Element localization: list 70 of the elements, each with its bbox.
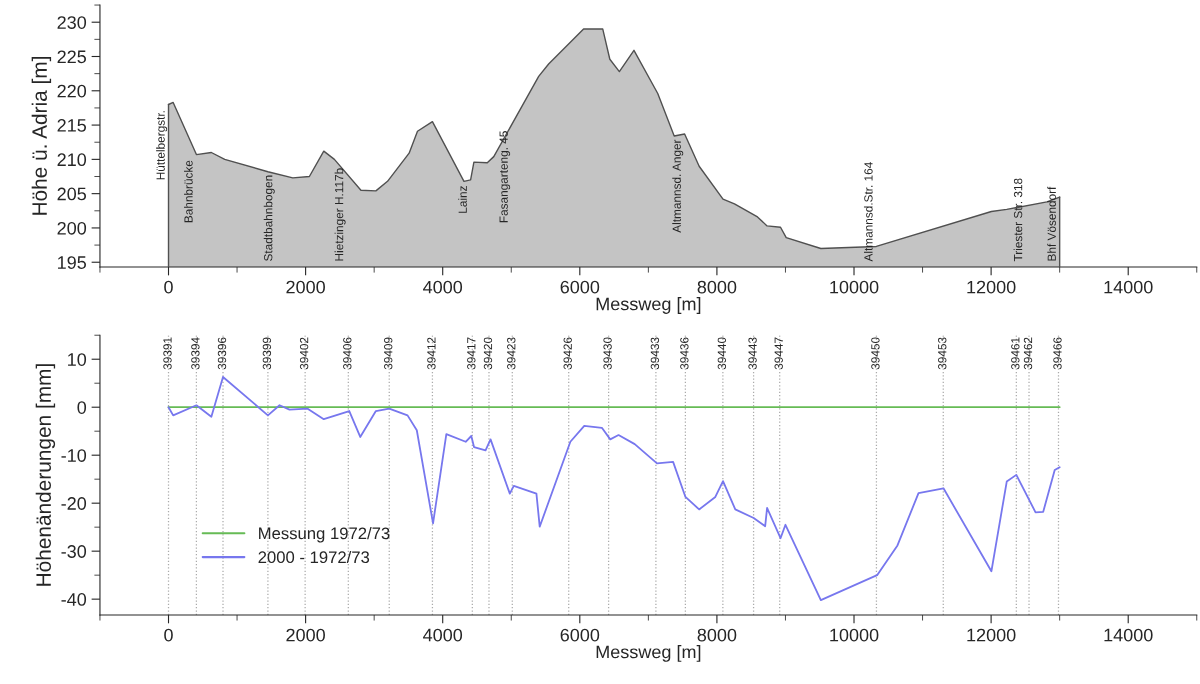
x-axis-title: Messweg [m] bbox=[596, 645, 701, 662]
x-tick-label: 10000 bbox=[830, 628, 879, 642]
x-tick-label: 6000 bbox=[560, 280, 600, 294]
annotation: 39430 bbox=[603, 337, 612, 370]
y-tick-label: 205 bbox=[57, 187, 87, 201]
y-tick-label: 195 bbox=[58, 256, 87, 269]
annotation: 39426 bbox=[563, 337, 572, 370]
annotation: 39402 bbox=[299, 337, 309, 370]
legend-label: 2000 - 1972/73 bbox=[258, 550, 370, 564]
annotation: Bahnbrücke bbox=[184, 160, 193, 223]
annotation: 39443 bbox=[748, 337, 757, 370]
y-tick-label: 215 bbox=[57, 119, 87, 132]
annotation: Altmannsd. Anger bbox=[672, 139, 684, 233]
x-tick-label: 12000 bbox=[967, 280, 1016, 294]
y-tick-label: -10 bbox=[61, 449, 87, 462]
annotation: 39453 bbox=[938, 337, 947, 370]
x-tick-label: 4000 bbox=[423, 280, 463, 294]
x-tick-label: 2000 bbox=[286, 628, 325, 642]
legend-label: Messung 1972/73 bbox=[259, 527, 390, 543]
annotation: 39409 bbox=[384, 337, 393, 370]
y-tick-label: -20 bbox=[61, 497, 87, 510]
annotation: 39462 bbox=[1023, 337, 1033, 370]
annotation: Hüttelbergstr. bbox=[156, 111, 168, 180]
y-tick-label: 210 bbox=[57, 153, 87, 167]
y-axis-title: Höhenänderungen [mm] bbox=[35, 364, 56, 586]
annotation: 39461 bbox=[1011, 337, 1020, 370]
annotation: 39450 bbox=[871, 337, 880, 370]
line-series bbox=[167, 376, 1061, 602]
annotation: 39440 bbox=[717, 337, 727, 370]
y-tick-label: 10 bbox=[68, 353, 87, 366]
x-tick-label: 2000 bbox=[286, 280, 325, 294]
annotation: 39399 bbox=[262, 337, 272, 370]
annotation: 39396 bbox=[217, 337, 227, 370]
x-tick-label: 0 bbox=[164, 280, 173, 294]
annotation: Triester Str. 318 bbox=[1013, 178, 1023, 262]
annotation: 39420 bbox=[483, 337, 493, 370]
annotation: Fasangarteng. 45 bbox=[499, 131, 511, 223]
annotation: 39391 bbox=[163, 337, 172, 370]
y-tick-label: 200 bbox=[57, 221, 87, 235]
x-tick-label: 10000 bbox=[830, 280, 879, 294]
annotation: 39466 bbox=[1053, 337, 1062, 370]
annotation: Stadtbahnbogen bbox=[263, 175, 275, 261]
x-tick-label: 6000 bbox=[560, 628, 600, 642]
y-tick-label: 230 bbox=[57, 16, 87, 29]
x-axis-title: Messweg [m] bbox=[596, 297, 701, 314]
annotation: Hietzinger H.117b bbox=[334, 168, 346, 261]
x-tick-label: 12000 bbox=[967, 628, 1016, 642]
x-tick-label: 8000 bbox=[697, 280, 737, 294]
annotation: 39436 bbox=[680, 337, 689, 370]
x-tick-label: 14000 bbox=[1104, 280, 1153, 294]
annotation: Bhf Vösendorf bbox=[1047, 186, 1056, 261]
annotation: 39412 bbox=[427, 337, 436, 370]
x-tick-label: 4000 bbox=[423, 628, 463, 642]
y-tick-label: 0 bbox=[77, 401, 87, 414]
y-tick-label: -30 bbox=[61, 545, 87, 558]
annotation: 39433 bbox=[650, 337, 660, 370]
annotation: 39423 bbox=[507, 337, 516, 370]
annotation: 39447 bbox=[774, 337, 783, 370]
y-tick-label: 225 bbox=[57, 50, 87, 64]
annotation: Lainz bbox=[458, 186, 467, 213]
annotation: 39417 bbox=[467, 337, 476, 370]
y-tick-label: 220 bbox=[57, 84, 87, 98]
annotation: Altmannsd.Str. 164 bbox=[863, 162, 873, 262]
x-tick-label: 14000 bbox=[1104, 628, 1153, 642]
annotation: 39406 bbox=[343, 337, 352, 370]
y-axis-title: Höhe ü. Adria [m] bbox=[31, 57, 52, 215]
x-tick-label: 0 bbox=[164, 628, 173, 642]
x-tick-label: 8000 bbox=[697, 628, 737, 642]
y-tick-label: -40 bbox=[61, 593, 87, 606]
annotation: 39394 bbox=[191, 337, 200, 370]
